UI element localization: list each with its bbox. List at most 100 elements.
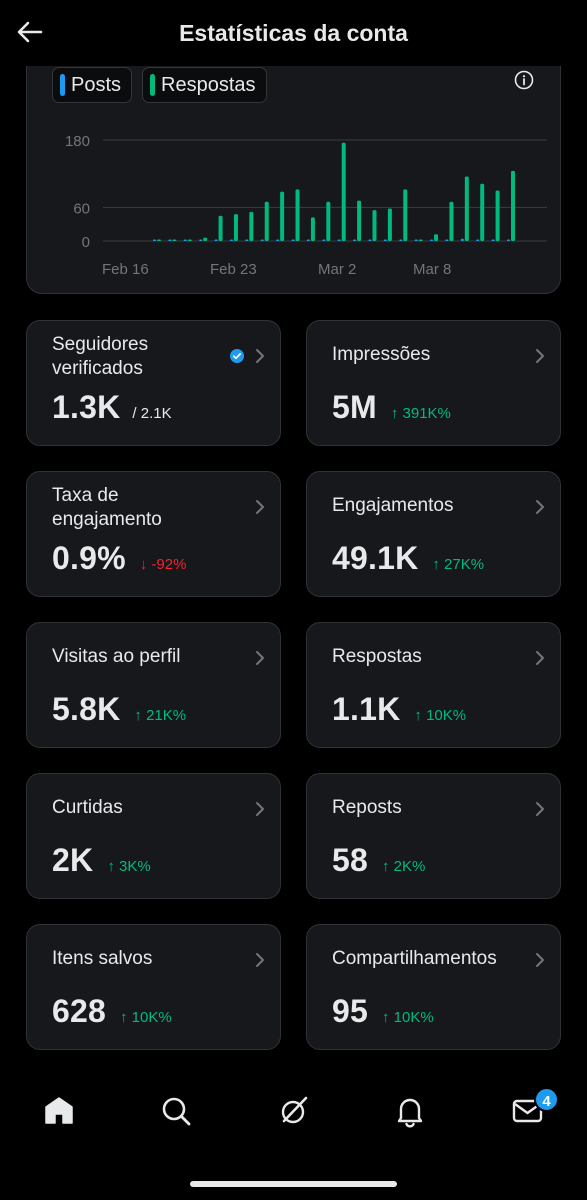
chart-card: 180 60 0 Feb 16 Feb 23 Mar 2 Mar 8 Posts Respo… — [26, 40, 561, 294]
stat-delta: ↑ 21K% — [134, 707, 187, 724]
bar-respostas — [418, 239, 423, 241]
stat-delta: ↑ 10K% — [382, 1009, 434, 1026]
stat-label: Compartilhamentos — [332, 948, 497, 969]
arrow-left-icon[interactable] — [14, 16, 46, 48]
stat-delta: ↑ 2K% — [382, 858, 426, 875]
bar-posts — [399, 239, 403, 241]
chevron-right-icon — [536, 500, 544, 514]
stat-delta: ↑ 10K% — [414, 707, 467, 724]
stat-value: 49.1K — [332, 540, 419, 576]
messages-badge: 4 — [534, 1087, 559, 1112]
bar-posts — [383, 239, 387, 241]
stat-value: 628 — [52, 993, 106, 1029]
stat-card-reposts[interactable]: Reposts 58 ↑ 2K% — [306, 773, 561, 899]
bar-respostas — [434, 234, 439, 241]
x-tick-label: Feb 16 — [102, 261, 149, 278]
bar-posts — [445, 239, 449, 241]
chevron-right-icon — [256, 953, 264, 967]
chevron-right-icon — [256, 651, 264, 665]
bar-posts — [306, 239, 310, 241]
home-icon[interactable] — [41, 1093, 77, 1129]
stat-label: Respostas — [332, 646, 422, 667]
stat-value-row: 1.1K ↑ 10K% — [332, 691, 466, 728]
verified-badge-icon — [230, 349, 244, 363]
bar-posts — [214, 239, 218, 241]
stat-label: Reposts — [332, 797, 402, 818]
stat-label: Itens salvos — [52, 948, 153, 969]
stat-card-shares[interactable]: Compartilhamentos 95 ↑ 10K% — [306, 924, 561, 1050]
bar-respostas — [157, 239, 161, 241]
bar-respostas — [372, 210, 377, 241]
legend-item-respostas[interactable]: Respostas — [142, 67, 267, 103]
bar-respostas — [264, 201, 269, 241]
home-indicator[interactable] — [190, 1181, 397, 1187]
bar-posts — [199, 239, 203, 241]
y-tick-label: 60 — [73, 200, 90, 217]
stat-value-row: 95 ↑ 10K% — [332, 993, 434, 1030]
stat-card-verified-followers[interactable]: Seguidores verificados 1.3K / 2.1K — [26, 320, 281, 446]
stat-label: Impressões — [332, 344, 431, 365]
chart-legend: Posts Respostas — [52, 67, 267, 103]
chevron-right-icon — [536, 651, 544, 665]
legend-label-respostas: Respostas — [161, 73, 256, 96]
bar-respostas — [218, 215, 223, 241]
stat-card-impressions[interactable]: Impressões 5M ↑ 391K% — [306, 320, 561, 446]
legend-label-posts: Posts — [71, 73, 122, 96]
info-icon[interactable] — [513, 69, 535, 91]
bar-posts — [368, 239, 372, 241]
stat-card-engagements[interactable]: Engajamentos 49.1K ↑ 27K% — [306, 471, 561, 597]
chevron-right-icon — [256, 802, 264, 816]
stat-value-row: 58 ↑ 2K% — [332, 842, 425, 879]
bar-posts — [168, 239, 172, 241]
header: Estatísticas da conta — [0, 0, 587, 66]
bar-posts — [229, 239, 233, 241]
bar-respostas — [357, 200, 362, 241]
bar-respostas — [403, 189, 408, 241]
bar-posts — [460, 238, 464, 241]
bar-respostas — [187, 239, 192, 241]
bar-respostas — [495, 190, 500, 241]
stat-card-bookmarks[interactable]: Itens salvos 628 ↑ 10K% — [26, 924, 281, 1050]
legend-swatch-posts — [60, 74, 65, 96]
bar-posts — [322, 239, 326, 241]
stat-total: / 2.1K — [132, 405, 172, 422]
bar-posts — [245, 239, 249, 241]
bar-posts — [153, 239, 156, 241]
stat-delta: ↑ 391K% — [390, 405, 451, 422]
legend-item-posts[interactable]: Posts — [52, 67, 133, 103]
stat-delta: ↑ 10K% — [120, 1009, 172, 1026]
stat-label: Engajamentos — [332, 495, 454, 516]
stat-label: Curtidas — [52, 797, 123, 818]
bar-respostas — [249, 211, 254, 241]
stat-card-replies[interactable]: Respostas 1.1K ↑ 10K% — [306, 622, 561, 748]
bar-posts — [353, 239, 357, 241]
stat-card-engagement-rate[interactable]: Taxa de engajamento 0.9% ↓ -92% — [26, 471, 281, 597]
stat-delta: ↑ 27K% — [432, 556, 485, 573]
stat-label: Visitas ao perfil — [52, 646, 181, 667]
stat-value-row: 628 ↑ 10K% — [52, 993, 172, 1030]
bar-respostas — [511, 170, 515, 241]
bar-respostas — [172, 239, 177, 241]
bar-posts — [291, 239, 295, 241]
stat-card-profile-visits[interactable]: Visitas ao perfil 5.8K ↑ 21K% — [26, 622, 281, 748]
notifications-icon[interactable] — [392, 1093, 428, 1129]
x-tick-label: Mar 2 — [318, 261, 356, 278]
stat-card-likes[interactable]: Curtidas 2K ↑ 3K% — [26, 773, 281, 899]
bar-posts — [183, 239, 187, 241]
stat-value: 5.8K — [52, 691, 121, 727]
stat-delta: ↓ -92% — [139, 556, 187, 573]
bar-posts — [337, 239, 341, 241]
bar-respostas — [387, 208, 392, 241]
stat-delta: ↑ 3K% — [107, 858, 151, 875]
stat-value: 2K — [52, 842, 94, 878]
stat-value-row: 0.9% ↓ -92% — [52, 540, 186, 577]
grok-icon[interactable] — [276, 1093, 312, 1129]
x-tick-label: Mar 8 — [413, 261, 451, 278]
search-icon[interactable] — [158, 1093, 194, 1129]
stat-label: Taxa de engajamento — [52, 485, 162, 530]
chevron-right-icon — [256, 349, 264, 363]
stat-value: 95 — [332, 993, 368, 1029]
bar-posts — [276, 239, 280, 241]
stat-label: Seguidores verificados — [52, 334, 149, 379]
stat-value: 1.3K — [52, 389, 121, 425]
